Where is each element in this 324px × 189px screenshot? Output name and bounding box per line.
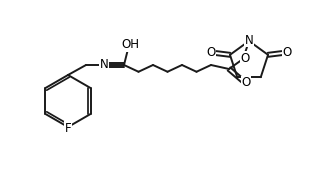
Text: F: F: [65, 122, 71, 135]
Text: OH: OH: [121, 39, 139, 51]
Text: O: O: [282, 46, 292, 59]
Text: O: O: [206, 46, 216, 59]
Text: O: O: [241, 77, 251, 90]
Text: N: N: [99, 59, 108, 71]
Text: O: O: [240, 51, 249, 64]
Text: N: N: [245, 33, 253, 46]
